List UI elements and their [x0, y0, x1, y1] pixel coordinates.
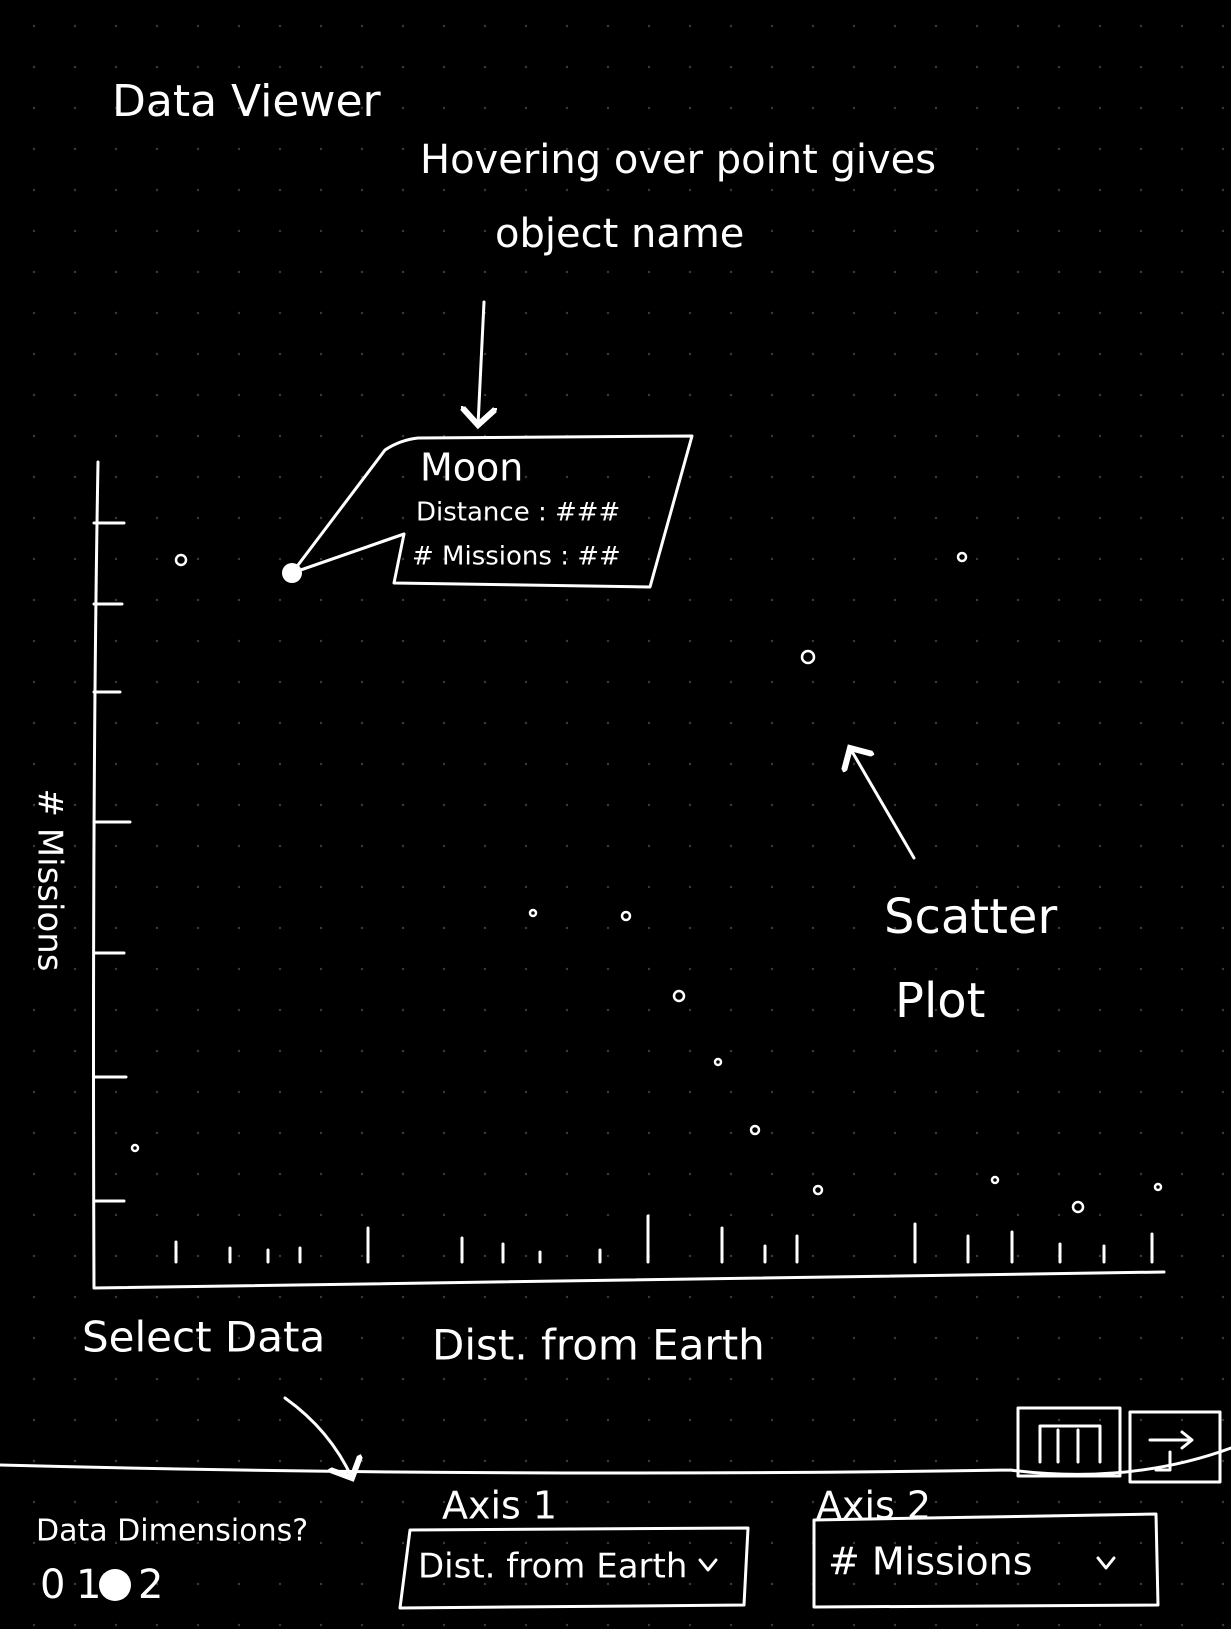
- axis1-dropdown[interactable]: [398, 1526, 750, 1610]
- tooltip-title: Moon: [420, 446, 523, 490]
- annotation: Select Data: [82, 1313, 325, 1362]
- dimensions-label: Data Dimensions?: [36, 1514, 308, 1549]
- annotation: Hovering over point gives: [420, 137, 936, 183]
- tooltip-line: # Missions : ##: [412, 542, 621, 572]
- y-ticks: [92, 521, 132, 1203]
- axis2-value: # Missions: [828, 1540, 1033, 1584]
- radio-selected[interactable]: [99, 1569, 131, 1601]
- arrow: [850, 748, 916, 860]
- tooltip-pointer: [290, 532, 406, 575]
- divider: [0, 1446, 1231, 1476]
- annotation: Plot: [895, 973, 985, 1029]
- x-ticks: [174, 1214, 1154, 1264]
- scatter-points: [130, 551, 1163, 1214]
- dropdown-caret: [698, 1558, 718, 1572]
- dropdown-caret: [1096, 1556, 1116, 1570]
- tooltip: [290, 434, 694, 589]
- annotation: object name: [495, 211, 744, 257]
- x-axis-label: Dist. from Earth: [432, 1321, 765, 1370]
- icon: [1038, 1424, 1102, 1464]
- axis2-dropdown[interactable]: [812, 1512, 1160, 1609]
- title: Data Viewer: [112, 76, 382, 127]
- arrow: [478, 300, 484, 425]
- swap-axes-button[interactable]: [1128, 1410, 1222, 1484]
- icon: [1148, 1430, 1194, 1472]
- dimension-radios: 0 1 2: [40, 1562, 163, 1608]
- axis1-label: Axis 1: [442, 1484, 557, 1528]
- chart-type-button[interactable]: [1016, 1406, 1122, 1478]
- axis1-value: Dist. from Earth: [418, 1547, 687, 1587]
- axes: [92, 460, 1166, 1290]
- annotation: Scatter: [884, 889, 1057, 945]
- tooltip-line: Distance : ###: [416, 498, 620, 528]
- radio-option[interactable]: 1: [76, 1562, 101, 1608]
- radio-option[interactable]: 0: [40, 1562, 65, 1608]
- y-axis-label: # Missions: [30, 788, 70, 971]
- arrow: [283, 1396, 352, 1478]
- radio-option[interactable]: 2: [138, 1562, 163, 1608]
